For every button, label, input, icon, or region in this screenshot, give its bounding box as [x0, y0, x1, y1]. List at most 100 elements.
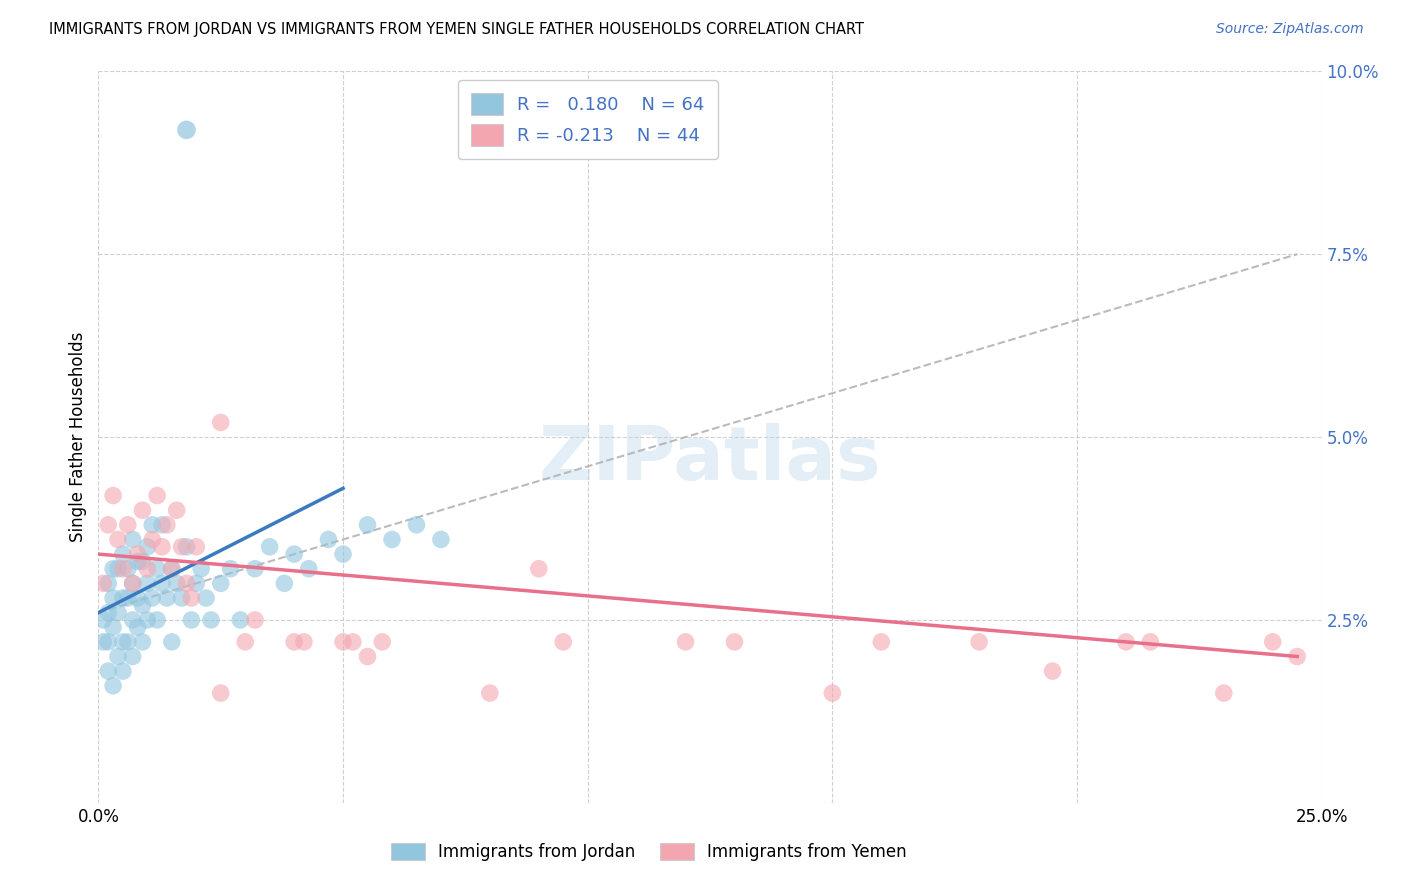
Point	[209, 576, 232, 591]
Point	[127, 547, 149, 561]
Point	[190, 562, 212, 576]
Point	[195, 591, 218, 605]
Legend: Immigrants from Jordan, Immigrants from Yemen: Immigrants from Jordan, Immigrants from …	[385, 836, 912, 868]
Point	[478, 686, 501, 700]
Point	[107, 562, 129, 576]
Point	[121, 533, 143, 547]
Point	[180, 591, 202, 605]
Point	[381, 533, 404, 547]
Point	[111, 635, 134, 649]
Point	[176, 540, 198, 554]
Point	[675, 635, 697, 649]
Point	[150, 517, 173, 532]
Point	[127, 620, 149, 634]
Point	[117, 517, 139, 532]
Point	[430, 533, 453, 547]
Point	[156, 591, 179, 605]
Point	[1261, 635, 1284, 649]
Point	[160, 562, 183, 576]
Point	[101, 489, 124, 503]
Point	[150, 540, 173, 554]
Point	[1286, 649, 1309, 664]
Point	[209, 416, 232, 430]
Point	[97, 517, 120, 532]
Point	[97, 635, 120, 649]
Point	[870, 635, 893, 649]
Point	[723, 635, 745, 649]
Point	[121, 576, 143, 591]
Point	[146, 562, 169, 576]
Point	[160, 562, 183, 576]
Point	[127, 554, 149, 568]
Point	[101, 620, 124, 634]
Point	[107, 649, 129, 664]
Point	[97, 664, 120, 678]
Point	[821, 686, 844, 700]
Point	[111, 664, 134, 678]
Point	[356, 517, 378, 532]
Point	[1139, 635, 1161, 649]
Point	[136, 562, 159, 576]
Point	[186, 540, 208, 554]
Point	[117, 591, 139, 605]
Point	[136, 613, 159, 627]
Point	[1042, 664, 1064, 678]
Point	[1212, 686, 1234, 700]
Point	[91, 635, 114, 649]
Point	[332, 547, 354, 561]
Point	[131, 635, 153, 649]
Point	[107, 606, 129, 620]
Point	[111, 591, 134, 605]
Point	[967, 635, 990, 649]
Point	[180, 613, 202, 627]
Point	[356, 649, 378, 664]
Point	[91, 613, 114, 627]
Point	[233, 635, 256, 649]
Point	[259, 540, 281, 554]
Point	[229, 613, 252, 627]
Point	[273, 576, 295, 591]
Point	[150, 576, 173, 591]
Text: IMMIGRANTS FROM JORDAN VS IMMIGRANTS FROM YEMEN SINGLE FATHER HOUSEHOLDS CORRELA: IMMIGRANTS FROM JORDAN VS IMMIGRANTS FRO…	[49, 22, 865, 37]
Point	[131, 599, 153, 613]
Point	[243, 613, 266, 627]
Point	[107, 533, 129, 547]
Point	[111, 547, 134, 561]
Point	[121, 649, 143, 664]
Point	[527, 562, 550, 576]
Point	[121, 613, 143, 627]
Point	[117, 562, 139, 576]
Point	[342, 635, 364, 649]
Point	[146, 613, 169, 627]
Text: ZIPatlas: ZIPatlas	[538, 423, 882, 496]
Point	[176, 576, 198, 591]
Point	[186, 576, 208, 591]
Point	[101, 591, 124, 605]
Point	[283, 547, 305, 561]
Text: Source: ZipAtlas.com: Source: ZipAtlas.com	[1216, 22, 1364, 37]
Point	[298, 562, 321, 576]
Point	[117, 635, 139, 649]
Point	[318, 533, 340, 547]
Point	[405, 517, 427, 532]
Point	[127, 591, 149, 605]
Point	[283, 635, 305, 649]
Point	[141, 517, 163, 532]
Point	[243, 562, 266, 576]
Point	[292, 635, 315, 649]
Point	[131, 554, 153, 568]
Point	[209, 686, 232, 700]
Point	[136, 540, 159, 554]
Point	[101, 562, 124, 576]
Point	[121, 576, 143, 591]
Point	[156, 517, 179, 532]
Point	[170, 591, 193, 605]
Point	[200, 613, 222, 627]
Point	[332, 635, 354, 649]
Point	[166, 576, 188, 591]
Point	[371, 635, 394, 649]
Point	[141, 533, 163, 547]
Point	[146, 489, 169, 503]
Y-axis label: Single Father Households: Single Father Households	[69, 332, 87, 542]
Point	[166, 503, 188, 517]
